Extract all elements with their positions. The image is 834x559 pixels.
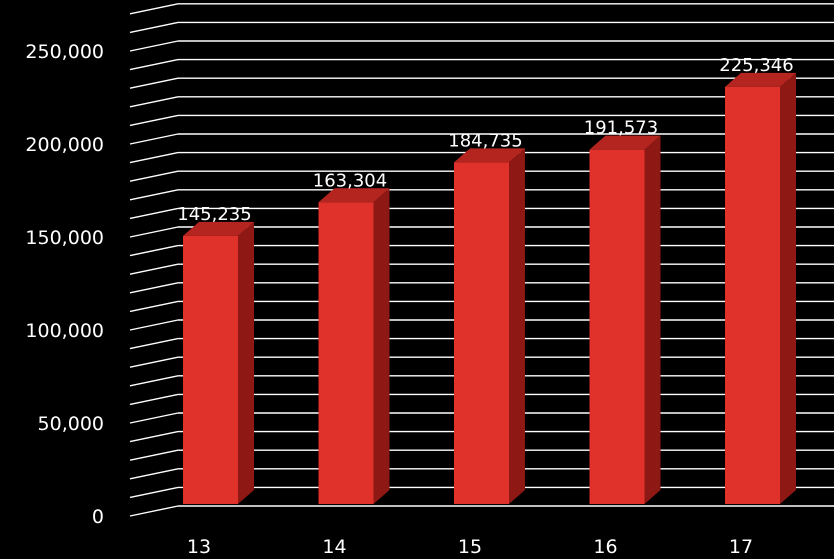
gridline-diagonal xyxy=(129,412,179,424)
data-label: 163,304 xyxy=(313,170,387,191)
gridline-diagonal xyxy=(129,207,179,220)
bar xyxy=(183,235,238,504)
bar xyxy=(318,202,374,504)
x-tick-label: 15 xyxy=(458,536,482,558)
gridline-diagonal xyxy=(129,337,179,350)
gridline-diagonal xyxy=(129,375,179,387)
gridline-diagonal xyxy=(129,468,179,480)
data-label: 191,573 xyxy=(584,118,658,139)
gridline-diagonal xyxy=(129,96,179,108)
bar-side xyxy=(373,188,390,504)
gridline-diagonal xyxy=(129,393,179,406)
bar-top xyxy=(183,221,254,236)
bar-top xyxy=(589,135,661,150)
x-tick-label: 16 xyxy=(593,536,617,558)
gridline-diagonal xyxy=(129,189,179,201)
data-label: 184,735 xyxy=(448,130,522,151)
bar-top xyxy=(454,148,525,163)
gridline-diagonal xyxy=(129,21,179,34)
bar xyxy=(725,86,780,504)
bar-top xyxy=(725,72,796,87)
y-tick-label: 0 xyxy=(92,506,104,528)
bar xyxy=(454,162,509,505)
y-tick-label: 50,000 xyxy=(38,413,104,435)
gridline-diagonal xyxy=(129,226,179,238)
gridline-diagonal xyxy=(129,486,179,499)
y-tick-label: 150,000 xyxy=(25,227,104,249)
gridline-diagonal xyxy=(129,3,179,15)
bar-side xyxy=(780,72,796,504)
gridline-diagonal xyxy=(129,170,179,182)
y-tick-label: 250,000 xyxy=(25,41,104,63)
x-tick-label: 17 xyxy=(729,536,753,558)
gridline-diagonal xyxy=(129,356,179,368)
y-tick-label: 200,000 xyxy=(25,134,104,156)
gridline-diagonal xyxy=(129,505,179,517)
bar-side xyxy=(509,148,525,505)
gridline-diagonal xyxy=(129,40,179,52)
data-labels: 145,235 163,304 184,735 191,573 225,346 xyxy=(177,55,793,225)
bar-side xyxy=(238,221,254,504)
bars xyxy=(183,72,796,505)
gridline-diagonal xyxy=(129,300,179,313)
gridline-diagonal xyxy=(129,244,179,257)
bar-side xyxy=(644,135,661,504)
gridline-diagonal xyxy=(129,151,179,164)
gridline-diagonal xyxy=(129,58,179,71)
gridline-diagonal xyxy=(129,449,179,461)
y-tick-label: 100,000 xyxy=(25,320,104,342)
y-axis-tick-labels: 0 50,000 100,000 150,000 200,000 250,000 xyxy=(25,41,104,528)
gridline-diagonal xyxy=(129,263,179,275)
x-axis-category-labels: 13 14 15 16 17 xyxy=(187,536,753,558)
gridline-diagonal xyxy=(129,114,179,127)
x-tick-label: 13 xyxy=(187,536,211,558)
data-label: 225,346 xyxy=(719,55,793,76)
gridline-diagonal xyxy=(129,77,179,89)
bar xyxy=(589,149,645,504)
data-label: 145,235 xyxy=(177,204,251,225)
bar-top xyxy=(318,188,390,203)
gridline-diagonal xyxy=(129,430,179,443)
gridline-diagonal xyxy=(129,282,179,294)
gridline-diagonal xyxy=(129,133,179,145)
gridline-diagonal xyxy=(129,319,179,331)
x-tick-label: 14 xyxy=(322,536,346,558)
